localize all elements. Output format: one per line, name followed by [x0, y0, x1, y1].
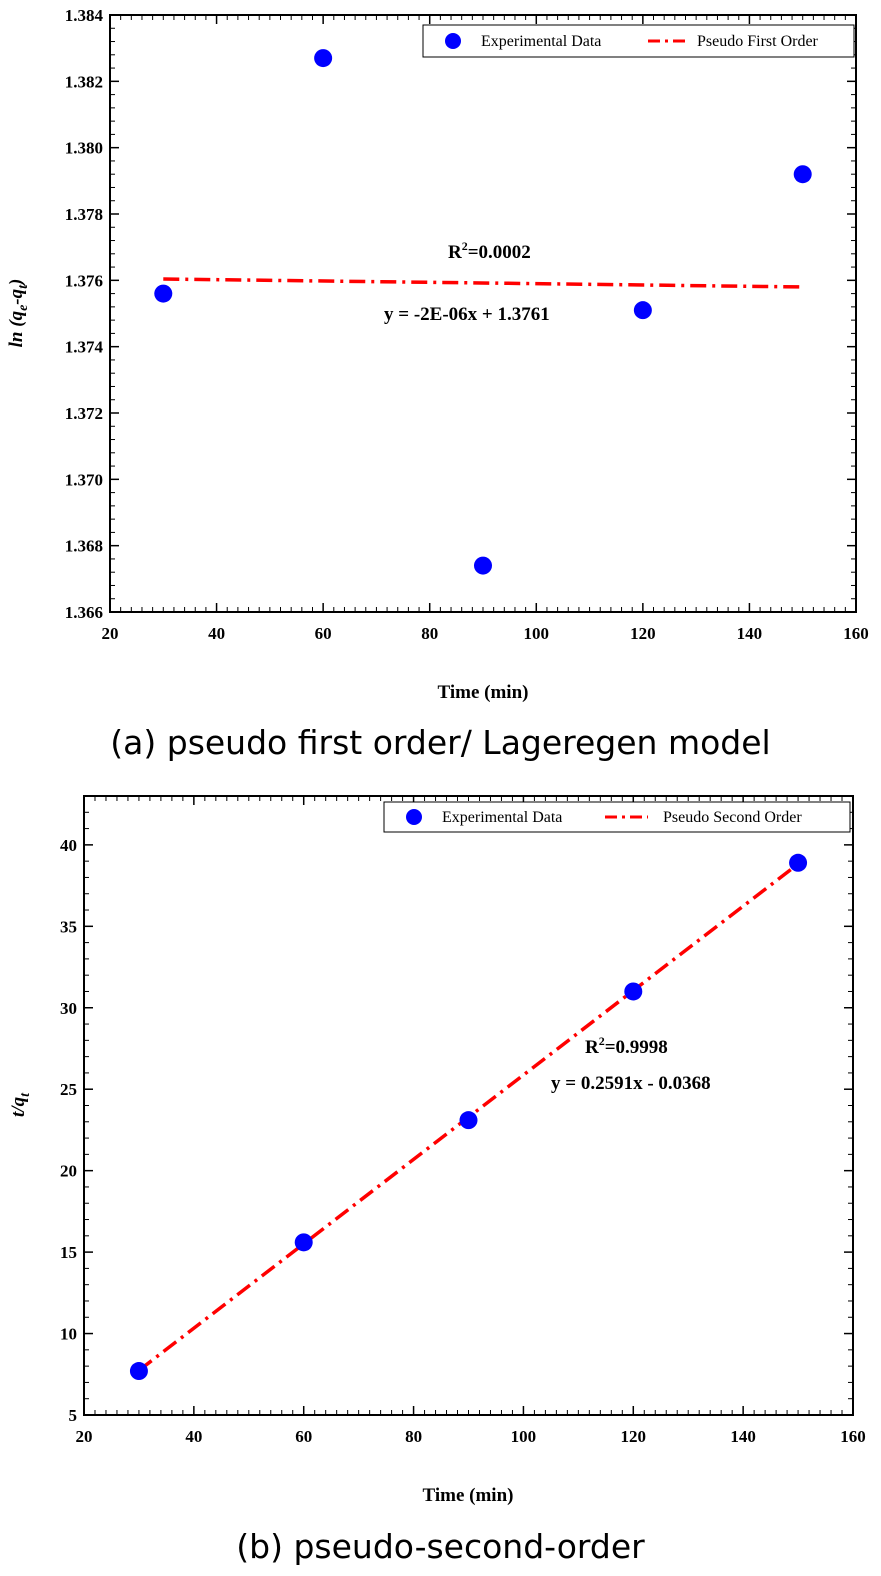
y-tick-label: 1.374: [65, 338, 104, 357]
y-tick-label: 1.368: [65, 537, 103, 556]
x-axis-label: Time (min): [438, 682, 529, 703]
x-tick-label: 120: [621, 1427, 647, 1446]
y-tick-label: 1.376: [65, 271, 103, 290]
x-tick-label: 140: [737, 624, 763, 643]
legend-box: [422, 24, 855, 58]
y-tick-label: 10: [60, 1325, 77, 1344]
data-point: [154, 284, 173, 303]
data-point: [624, 982, 643, 1001]
y-tick-label: 30: [60, 999, 77, 1018]
chart-a: 20 40 60 80 100 120 140 160 1.366 1.368 1.370 1.372…: [6, 6, 869, 703]
x-tick-label: 140: [730, 1427, 756, 1446]
x-tick-label: 60: [315, 624, 332, 643]
legend-label-fit: Pseudo First Order: [697, 33, 819, 50]
y-tick-label: 15: [60, 1243, 77, 1262]
fit-line-group: [163, 277, 803, 289]
data-point: [294, 1233, 313, 1252]
y-tick-label: 20: [60, 1162, 77, 1181]
data-point: [789, 853, 808, 872]
data-point: [474, 556, 492, 575]
y-tick-label: 35: [60, 917, 77, 936]
x-tick-label: 60: [295, 1427, 312, 1446]
y-tick-label: 1.370: [65, 470, 103, 489]
r-squared-label: R2=0.9998: [585, 1034, 668, 1058]
y-tick-label: 1.382: [65, 72, 103, 91]
x-tick-label: 160: [843, 624, 869, 643]
x-tick-label: 80: [405, 1427, 422, 1446]
y-tick-label: 1.380: [65, 139, 103, 158]
data-point: [793, 165, 812, 184]
data-point: [314, 49, 333, 68]
data-point: [633, 301, 652, 320]
x-tick-label: 100: [524, 624, 550, 643]
axis-ticks: 20 40 60 80 100 120 140 160 5 10 15 20 25 30 35 40: [60, 795, 866, 1446]
x-tick-label: 100: [511, 1427, 537, 1446]
y-tick-label: 40: [60, 836, 77, 855]
fit-line: [163, 277, 803, 289]
y-tick-label: 1.384: [65, 6, 104, 25]
legend-label-fit: Pseudo Second Order: [663, 809, 802, 826]
chart-b-caption: (b) pseudo-second-order: [236, 1527, 645, 1566]
x-tick-label: 120: [630, 624, 656, 643]
legend-label-experimental: Experimental Data: [442, 809, 562, 826]
legend: Experimental Data Pseudo First Order: [422, 24, 855, 58]
x-tick-label: 80: [421, 624, 438, 643]
y-tick-label: 1.366: [65, 603, 103, 622]
data-point: [129, 1362, 148, 1381]
axis-ticks: 20 40 60 80 100 120 140 160 1.366 1.368 1.370 1.372…: [65, 6, 869, 643]
y-tick-label: 25: [60, 1080, 77, 1099]
y-tick-label: 5: [69, 1406, 78, 1425]
y-axis-label: t/qt: [8, 1092, 33, 1117]
x-axis-label: Time (min): [423, 1485, 514, 1506]
data-point: [459, 1111, 478, 1130]
x-tick-label: 160: [840, 1427, 866, 1446]
annotations: R2=0.0002 y = -2E-06x + 1.3761: [384, 239, 550, 325]
x-tick-label: 20: [76, 1427, 93, 1446]
chart-a-caption: (a) pseudo first order/ Lageregen model: [110, 723, 771, 762]
x-tick-label: 40: [208, 624, 225, 643]
data-points-group: [129, 853, 808, 1381]
chart-b: 20 40 60 80 100 120 140 160 5 10 15 20 25 30 35 40 Expe…: [8, 795, 866, 1506]
fit-equation: y = -2E-06x + 1.3761: [384, 304, 550, 325]
y-axis-label: ln (qe-qt): [6, 279, 31, 348]
legend: Experimental Data Pseudo Second Order: [383, 801, 851, 833]
y-tick-label: 1.378: [65, 205, 103, 224]
legend-marker: [445, 33, 461, 49]
x-tick-label: 40: [185, 1427, 202, 1446]
legend-marker: [406, 809, 422, 825]
legend-label-experimental: Experimental Data: [481, 33, 601, 50]
data-points-group: [154, 49, 812, 575]
x-tick-label: 20: [102, 624, 119, 643]
annotations: R2=0.9998 y = 0.2591x - 0.0368: [551, 1034, 711, 1094]
fit-equation: y = 0.2591x - 0.0368: [551, 1073, 711, 1094]
r-squared-label: R2=0.0002: [448, 239, 531, 263]
y-tick-label: 1.372: [65, 404, 103, 423]
